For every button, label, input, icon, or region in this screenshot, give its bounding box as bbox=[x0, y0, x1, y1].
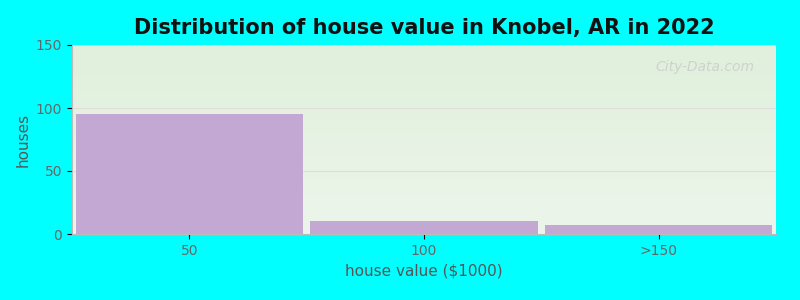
Bar bbox=[545, 225, 773, 234]
Y-axis label: houses: houses bbox=[15, 112, 30, 166]
Bar bbox=[310, 221, 538, 234]
Text: City-Data.com: City-Data.com bbox=[656, 60, 755, 74]
Title: Distribution of house value in Knobel, AR in 2022: Distribution of house value in Knobel, A… bbox=[134, 18, 714, 38]
X-axis label: house value ($1000): house value ($1000) bbox=[345, 263, 503, 278]
Bar bbox=[75, 114, 303, 234]
